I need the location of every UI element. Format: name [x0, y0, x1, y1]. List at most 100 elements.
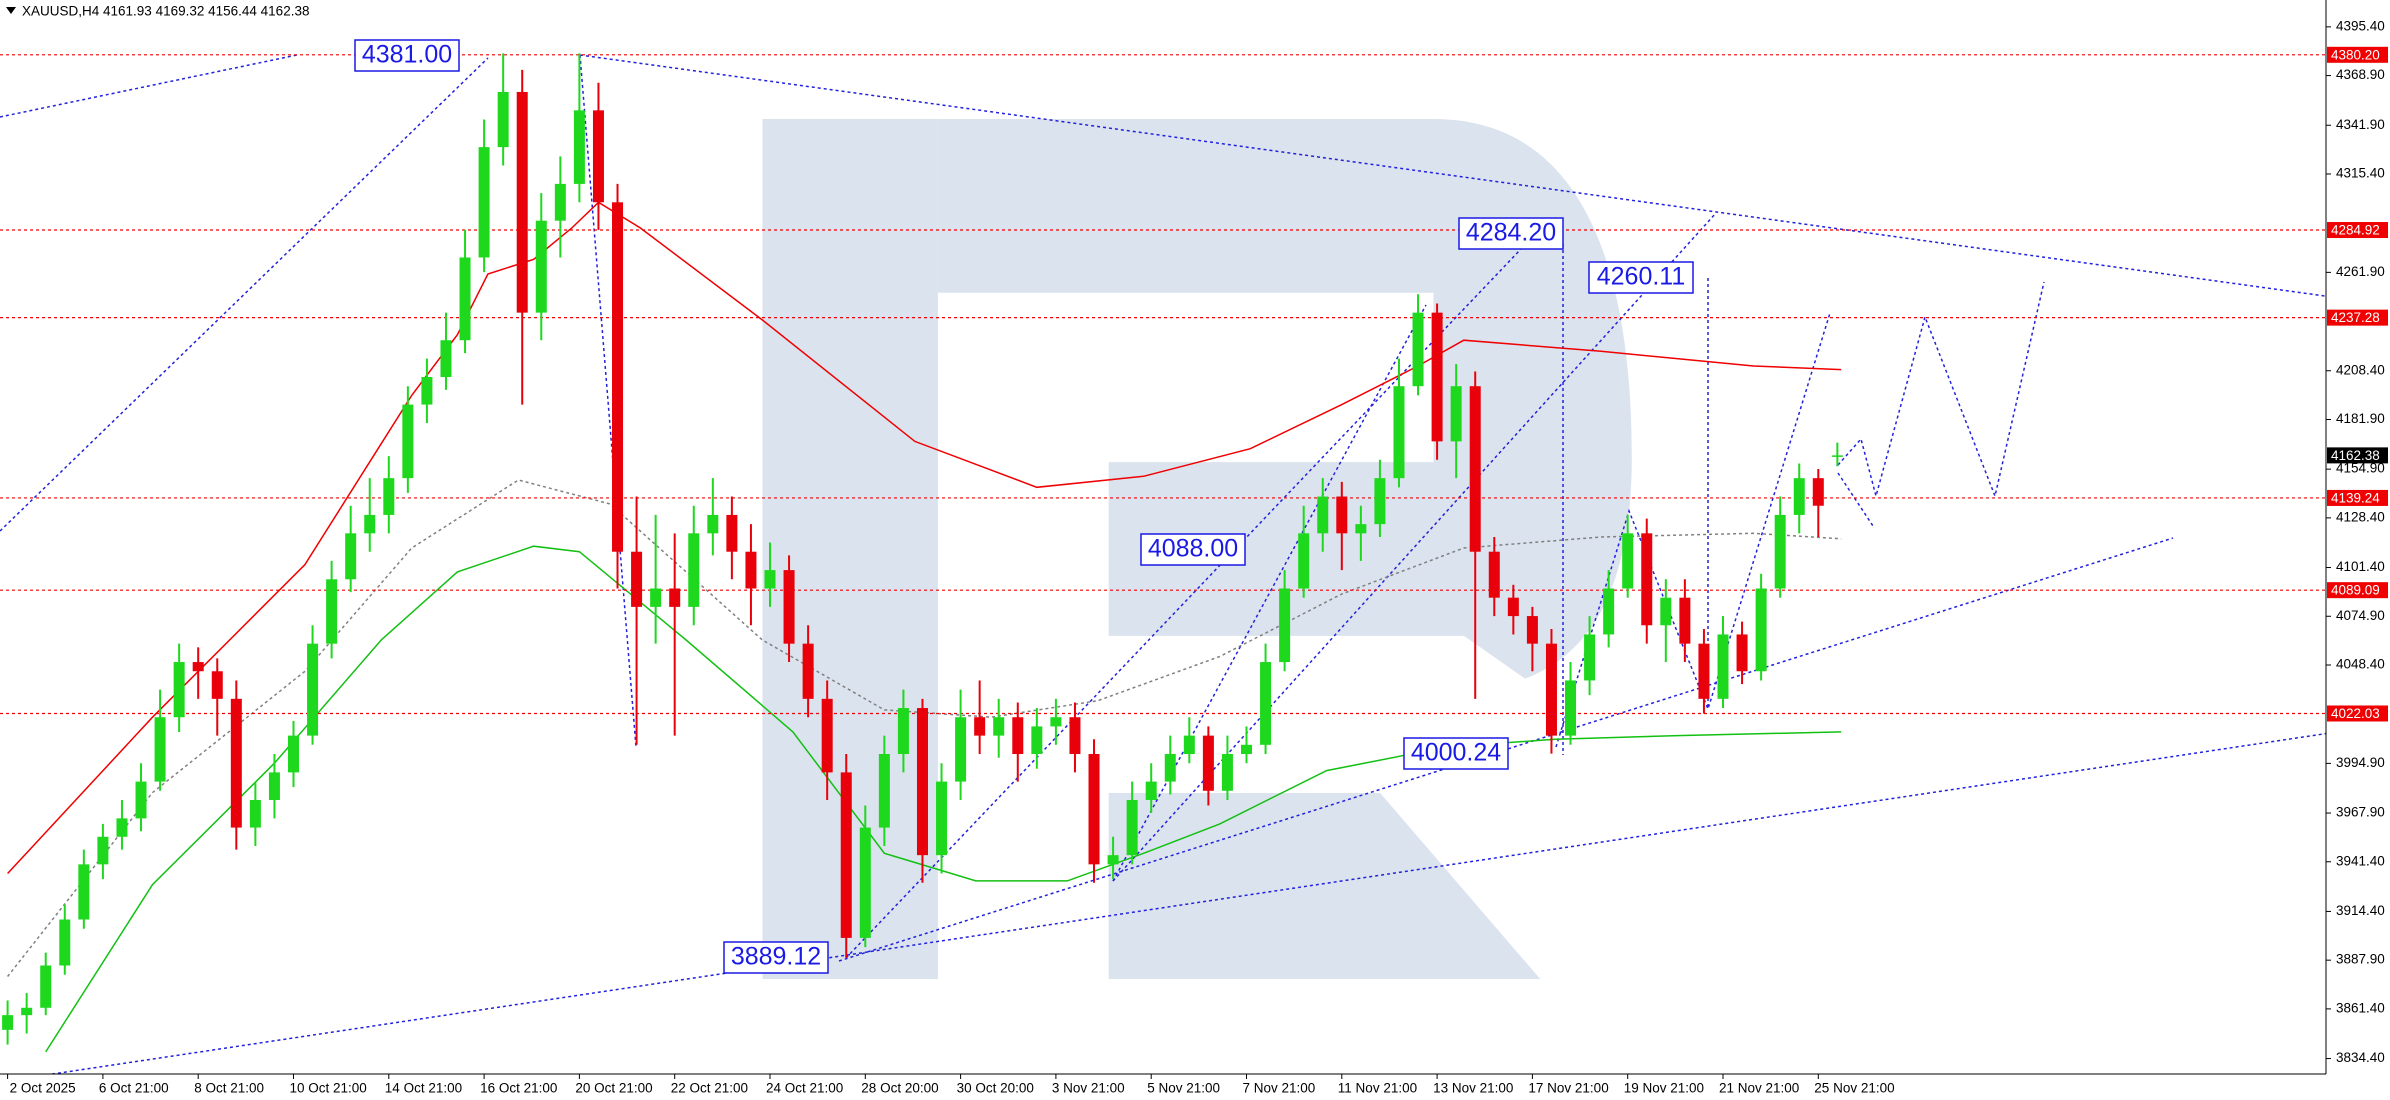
- candle-body: [364, 514, 376, 534]
- candle-body: [1279, 588, 1291, 663]
- chart-title: XAUUSD,H4 4161.93 4169.32 4156.44 4162.3…: [22, 4, 309, 19]
- watermark-bowl: [937, 118, 1632, 679]
- candle-body: [40, 965, 52, 1008]
- x-tick-label: 3 Nov 21:00: [1052, 1081, 1125, 1096]
- candle-body: [1202, 735, 1214, 791]
- candle-body: [1755, 588, 1767, 672]
- candle-body: [1736, 634, 1748, 672]
- annotation-label: 4000.24: [1411, 739, 1501, 767]
- candle-body: [993, 717, 1005, 736]
- x-tick-label: 8 Oct 21:00: [194, 1081, 264, 1096]
- annotation-box: [1403, 737, 1509, 770]
- candle-body: [1545, 643, 1557, 736]
- candle-body: [1298, 533, 1310, 589]
- level-label: 4139.24: [2331, 491, 2380, 506]
- candle-body: [173, 662, 185, 718]
- trend-line: [45, 723, 2390, 1076]
- candle-body: [1221, 754, 1233, 791]
- x-tick-label: 20 Oct 21:00: [575, 1081, 652, 1096]
- x-tick-label: 13 Nov 21:00: [1433, 1081, 1513, 1096]
- candle-body: [707, 514, 719, 534]
- level-label-box: [2327, 46, 2388, 63]
- x-tick-label: 14 Oct 21:00: [385, 1081, 462, 1096]
- y-tick-label: 3834.40: [2336, 1050, 2385, 1065]
- candle-body: [1774, 514, 1786, 589]
- y-tick-label: 3861.40: [2336, 1000, 2385, 1015]
- candle-body: [1393, 386, 1405, 479]
- x-tick-label: 16 Oct 21:00: [480, 1081, 557, 1096]
- annotation-label: 4260.11: [1597, 263, 1686, 291]
- candle-body: [840, 772, 852, 938]
- candle-body: [764, 570, 776, 589]
- candle-body: [1164, 754, 1176, 782]
- candle-body: [59, 919, 71, 966]
- y-tick-label: 4395.40: [2336, 18, 2385, 33]
- candle-body: [783, 570, 795, 644]
- y-tick-label: 4128.40: [2336, 509, 2385, 524]
- candle-body: [497, 91, 509, 148]
- candle-body: [916, 708, 928, 856]
- candle-body: [288, 735, 299, 773]
- level-label-box: [2327, 309, 2388, 326]
- trend-line: [579, 54, 637, 748]
- x-tick-label: 22 Oct 21:00: [671, 1081, 748, 1096]
- candle-body: [573, 110, 585, 184]
- candle-body: [936, 781, 948, 856]
- y-tick-label: 4181.90: [2336, 411, 2385, 426]
- level-label: 4237.28: [2331, 310, 2380, 325]
- candle-body: [1012, 717, 1024, 755]
- menu-icon: [6, 7, 16, 14]
- x-tick-label: 5 Nov 21:00: [1147, 1081, 1220, 1096]
- candle-body: [211, 671, 223, 699]
- candle-body: [249, 799, 261, 828]
- candle-body: [97, 836, 109, 865]
- annotation-box: [1588, 261, 1694, 294]
- candle-body: [402, 404, 414, 479]
- y-tick-label: 4048.40: [2336, 657, 2385, 672]
- forecast-line: [1837, 281, 2045, 499]
- candle-body: [726, 514, 738, 552]
- candle-body: [592, 110, 604, 203]
- candle-body: [1412, 312, 1424, 387]
- trend-line: [0, 57, 489, 532]
- candle-body: [802, 643, 814, 699]
- candle-body: [1260, 662, 1272, 745]
- candle-body: [1507, 597, 1519, 617]
- candle-body: [1660, 597, 1672, 626]
- y-tick-label: 4208.40: [2336, 362, 2385, 377]
- candle-body: [345, 533, 357, 580]
- y-tick-label: 4368.90: [2336, 67, 2385, 82]
- candle-body: [326, 579, 338, 644]
- y-tick-label: 4074.90: [2336, 608, 2385, 623]
- candle-body: [1603, 588, 1615, 635]
- level-label: 4089.09: [2331, 583, 2380, 598]
- watermark-leg: [1108, 793, 1541, 980]
- annotation-label: 4284.20: [1466, 219, 1556, 247]
- candle-body: [1431, 312, 1443, 442]
- candle-body: [955, 717, 967, 782]
- y-tick-label: 3967.90: [2336, 805, 2385, 820]
- x-tick-label: 21 Nov 21:00: [1719, 1081, 1799, 1096]
- candle-body: [1698, 643, 1710, 699]
- x-tick-label: 25 Nov 21:00: [1814, 1081, 1894, 1096]
- candle-body: [478, 147, 490, 258]
- candle-body: [516, 91, 528, 313]
- annotation-box: [1458, 217, 1564, 250]
- y-tick-label: 4341.90: [2336, 117, 2385, 132]
- y-tick-label: 4261.90: [2336, 264, 2385, 279]
- candle-body: [1488, 551, 1500, 598]
- candle-body: [1469, 386, 1481, 552]
- annotation-box: [723, 941, 829, 974]
- x-tick-label: 7 Nov 21:00: [1243, 1081, 1316, 1096]
- x-tick-label: 11 Nov 21:00: [1338, 1081, 1417, 1096]
- x-tick-label: 2 Oct 2025: [10, 1081, 76, 1096]
- candle-body: [307, 643, 319, 736]
- trend-lines: [0, 54, 2390, 1076]
- candle-body: [383, 478, 395, 515]
- candle-body: [1050, 717, 1062, 727]
- candle-body: [1679, 597, 1691, 644]
- candle-body: [554, 183, 566, 221]
- axis-background: [0, 1074, 2326, 1100]
